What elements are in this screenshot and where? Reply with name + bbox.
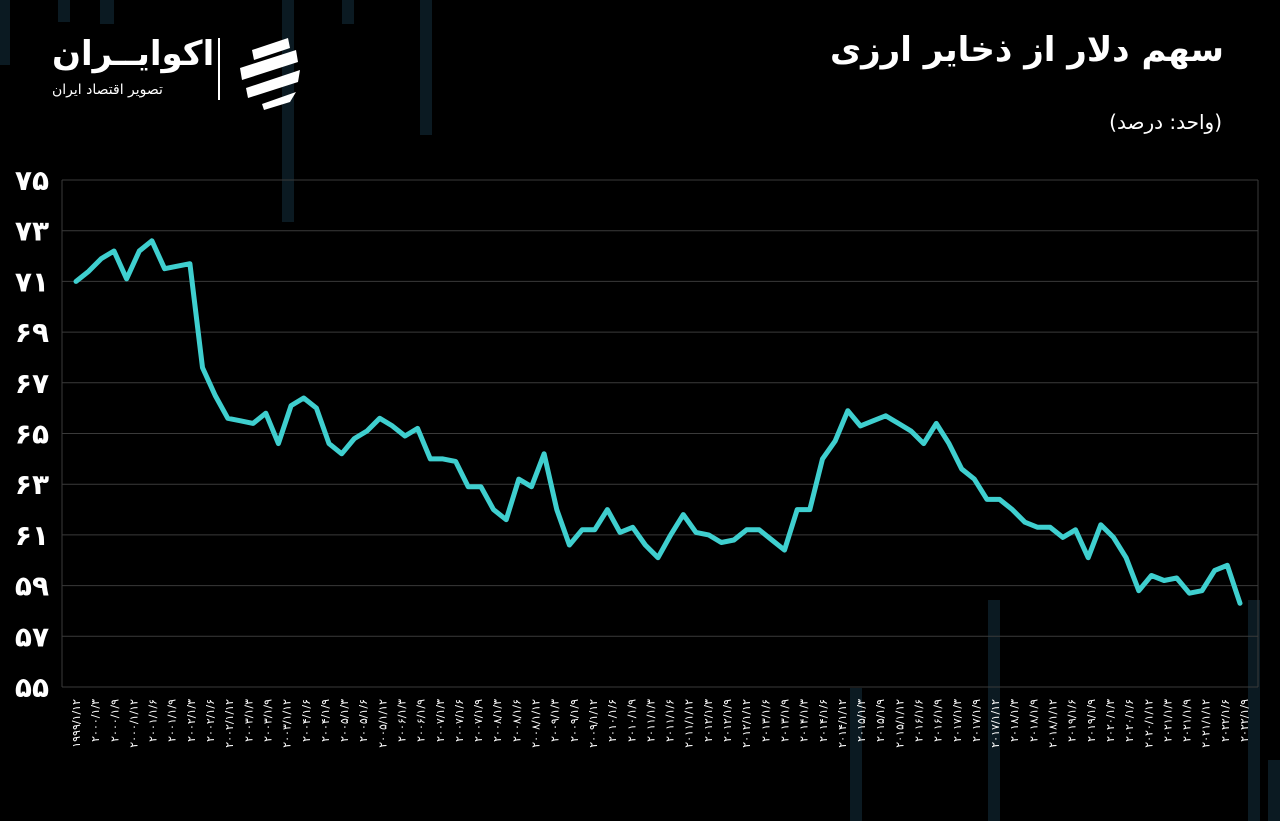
y-tick-label: ۷۳ (15, 215, 49, 248)
x-tick-label: ۲۰۰۱/۱/۹ (166, 699, 179, 742)
x-tick-label: ۲۰۱۴/۱/۶ (817, 699, 830, 742)
background-bar (100, 0, 114, 24)
y-tick-label: ۶۱ (15, 519, 49, 552)
x-tick-label: ۲۰۰۹/۱/۱۲ (587, 699, 600, 748)
x-tick-label: ۲۰۰۴/۱/۶ (300, 699, 313, 742)
x-tick-label: ۲۰۱۳/۱/۹ (778, 699, 791, 742)
series-line (73, 238, 1243, 606)
y-tick-label: ۷۱ (15, 265, 49, 298)
x-tick-label: ۲۰۰۴/۱/۹ (319, 699, 332, 742)
brand-logo: اکوایــران تصویر اقتصاد ایران (44, 34, 314, 114)
chart-title: سهم دلار از ذخایر ارزی (829, 30, 1224, 70)
x-tick-label: ۲۰۱۹/۱/۶ (1066, 699, 1079, 742)
y-tick-label: ۵۵ (15, 671, 49, 704)
x-tick-label: ۲۰۰۳/۱/۳ (242, 699, 255, 742)
x-tick-label: ۲۰۱۹/۱/۹ (1085, 699, 1098, 742)
x-tick-label: ۲۰۲۰/۱/۳ (1104, 699, 1117, 742)
background-bar (420, 0, 432, 135)
brand-tagline: تصویر اقتصاد ایران (52, 82, 163, 98)
x-tick-label: ۲۰۰۰/۱/۱۲ (127, 699, 140, 748)
x-tick-label: ۲۰۰۸/۱/۳ (491, 699, 504, 742)
ecoiran-logo-icon (240, 38, 300, 110)
x-tick-label: ۲۰۰۲/۱/۶ (204, 699, 217, 742)
background-bar (342, 0, 354, 24)
background-bar (988, 600, 1000, 821)
x-tick-label: ۲۰۰۲/۱/۱۲ (223, 699, 236, 748)
y-tick-label: ۷۵ (15, 164, 49, 197)
x-tick-label: ۲۰۲۲/۱/۶ (1219, 699, 1232, 742)
y-tick-label: ۶۹ (15, 316, 49, 349)
x-tick-label: ۲۰۱۵/۱/۳ (855, 699, 868, 742)
x-tick-label: ۲۰۰۵/۱/۶ (357, 699, 370, 742)
x-tick-label: ۲۰۲۲/۱/۹ (1238, 699, 1251, 742)
x-tick-label: ۲۰۲۱/۱/۹ (1181, 699, 1194, 742)
y-tick-label: ۶۳ (15, 468, 49, 501)
x-tick-label: ۲۰۰۷/۱/۶ (453, 699, 466, 742)
x-tick-label: ۲۰۰۹/۱/۹ (568, 699, 581, 742)
x-tick-label: ۲۰۲۰/۱/۶ (1123, 699, 1136, 742)
x-tick-label: ۲۰۲۰/۱/۱۲ (1142, 699, 1155, 748)
x-tick-label: ۲۰۱۵/۱/۱۲ (893, 699, 906, 748)
x-tick-label: ۲۰۰۰/۱/۹ (108, 699, 121, 742)
x-tick-label: ۲۰۰۶/۱/۳ (396, 699, 409, 742)
brand-name: اکوایــران (52, 34, 215, 74)
x-tick-label: ۲۰۰۵/۱/۱۲ (376, 699, 389, 748)
background-bar (1268, 760, 1280, 821)
x-tick-label: ۲۰۰۱/۱/۶ (147, 699, 160, 742)
x-tick-label: ۲۰۰۲/۱/۳ (185, 699, 198, 742)
y-tick-label: ۵۹ (15, 570, 49, 603)
x-tick-label: ۲۰۱۴/۱/۱۲ (836, 699, 849, 748)
x-tick-label: ۲۰۰۷/۱/۳ (434, 699, 447, 742)
x-tick-label: ۲۰۱۱/۱/۳ (644, 699, 657, 742)
x-tick-label: ۲۰۱۷/۱/۱۲ (989, 699, 1002, 748)
x-tick-label: ۲۰۱۰/۱/۶ (606, 699, 619, 742)
unit-label: (واحد: درصد) (1109, 110, 1222, 134)
x-tick-label: ۲۰۰۸/۱/۶ (510, 699, 523, 742)
y-tick-label: ۶۷ (15, 367, 49, 400)
x-tick-label: ۲۰۱۲/۱/۱۲ (740, 699, 753, 748)
x-tick-label: ۲۰۱۸/۱/۳ (1008, 699, 1021, 742)
y-tick-label: ۵۷ (15, 620, 49, 653)
background-bar (0, 0, 10, 65)
x-tick-label: ۲۰۱۶/۱/۶ (912, 699, 925, 742)
y-tick-label: ۶۵ (15, 418, 49, 451)
x-tick-label: ۲۰۰۳/۱/۹ (261, 699, 274, 742)
x-tick-label: ۲۰۱۱/۱/۶ (664, 699, 677, 742)
x-tick-label: ۲۰۱۳/۱/۶ (759, 699, 772, 742)
background-bar (850, 688, 862, 821)
logo-divider (218, 38, 220, 100)
x-tick-label: ۲۰۰۵/۱/۳ (338, 699, 351, 742)
x-tick-label: ۲۰۱۴/۱/۳ (798, 699, 811, 742)
x-tick-label: ۲۰۱۲/۱/۳ (702, 699, 715, 742)
x-tick-label: ۲۰۲۱/۱/۳ (1161, 699, 1174, 742)
x-tick-label: ۲۰۰۷/۱/۹ (472, 699, 485, 742)
x-tick-label: ۱۹۹۹/۱/۱۲ (70, 699, 83, 748)
x-tick-label: ۲۰۰۰/۱/۳ (89, 699, 102, 742)
x-tick-label: ۲۰۱۱/۱/۱۲ (683, 699, 696, 748)
x-tick-label: ۲۰۰۳/۱/۱۲ (281, 699, 294, 748)
background-bar (1248, 600, 1260, 821)
x-tick-label: ۲۰۱۷/۱/۹ (970, 699, 983, 742)
x-tick-label: ۲۰۱۵/۱/۹ (874, 699, 887, 742)
x-tick-label: ۲۰۱۰/۱/۹ (625, 699, 638, 742)
background-bar (58, 0, 70, 22)
x-tick-label: ۲۰۱۸/۱/۱۲ (1047, 699, 1060, 748)
x-tick-label: ۲۰۰۸/۱/۱۲ (530, 699, 543, 748)
x-tick-label: ۲۰۱۸/۱/۹ (1027, 699, 1040, 742)
x-tick-label: ۲۰۱۲/۱/۹ (721, 699, 734, 742)
x-tick-label: ۲۰۱۶/۱/۹ (932, 699, 945, 742)
x-tick-label: ۲۰۰۹/۱/۳ (549, 699, 562, 742)
x-tick-label: ۲۰۲۱/۱/۱۲ (1200, 699, 1213, 748)
x-tick-label: ۲۰۱۷/۱/۳ (951, 699, 964, 742)
x-tick-label: ۲۰۰۶/۱/۹ (415, 699, 428, 742)
